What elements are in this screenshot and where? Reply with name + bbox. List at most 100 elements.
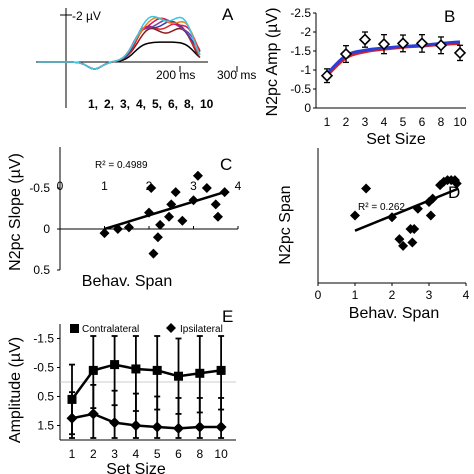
panel-c-point xyxy=(212,211,223,222)
panel-c-trendline xyxy=(104,190,226,231)
panel-c-x-title: Behav. Span xyxy=(82,273,172,290)
panel-c-x-tick-label: 4 xyxy=(235,179,242,193)
panel-c-point xyxy=(146,183,157,193)
panel-e-contralateral-point xyxy=(152,365,162,375)
panel-a-set-size-label: 5, xyxy=(152,97,162,111)
panel-a-set-size-label: 10 xyxy=(200,97,214,111)
panel-b-point xyxy=(320,69,334,82)
panel-e-x-tick-label: 10 xyxy=(214,447,228,461)
panel-e-legend-contralateral-marker xyxy=(70,324,79,333)
panel-b-point xyxy=(358,33,372,46)
panel-d-point xyxy=(412,203,423,214)
panel-b-x-title: Set Size xyxy=(366,131,426,148)
panel-c-point xyxy=(152,232,163,243)
panel-c-r-squared: R² = 0.4989 xyxy=(95,160,148,171)
panel-e-legend-ipsilateral-label: Ipsilateral xyxy=(180,324,223,335)
panel-e-x-tick-label: 5 xyxy=(154,447,161,461)
panel-e-y-title: Amplitude (µV) xyxy=(7,337,24,443)
panel-c-point xyxy=(210,199,221,210)
panel-b-x-tick-label: 10 xyxy=(453,115,467,129)
panel-c-point xyxy=(123,222,134,233)
panel-c-point xyxy=(201,183,212,193)
panel-c-point xyxy=(219,187,230,198)
panel-e-legend-ipsilateral-marker xyxy=(166,323,176,333)
panel-e-contralateral-point xyxy=(174,371,183,381)
panel-b-y-tick-label: -1 xyxy=(300,63,311,77)
panel-c-point xyxy=(112,224,123,234)
panel-e-contralateral-point xyxy=(88,365,98,375)
panel-e-y-tick-label: -0.5 xyxy=(33,361,54,375)
panel-a-set-size-label: 6, xyxy=(168,97,178,111)
panel-b-y-title: N2pc Amp (µV) xyxy=(264,8,281,117)
panel-b-point xyxy=(415,37,429,50)
panel-c-y-tick-label: -0.5 xyxy=(29,181,50,195)
panel-b-point xyxy=(434,39,448,52)
panel-e-letter: E xyxy=(222,307,233,326)
panel-c-y-tick-label: 0.5 xyxy=(33,263,50,277)
panel-e-y-tick-label: 1.5 xyxy=(37,419,54,433)
panel-a-time-tick-label: 300 ms xyxy=(217,68,256,82)
panel-a-set-size-label: 3, xyxy=(120,97,130,111)
panel-e-ipsilateral-point xyxy=(109,417,121,429)
panel-c-point xyxy=(148,248,159,259)
panel-b-point xyxy=(377,38,391,51)
panel-c-point xyxy=(155,219,166,230)
panel-d-x-tick-label: 1 xyxy=(352,288,359,302)
panel-d-x-title: Behav. Span xyxy=(349,305,439,322)
panel-e-x-tick-label: 8 xyxy=(196,447,203,461)
panel-d-point xyxy=(350,210,360,221)
panel-a-waveform-1 xyxy=(37,41,201,70)
panel-c-point xyxy=(188,195,199,206)
panel-a-waveform-2 xyxy=(37,27,201,70)
panel-d-point xyxy=(398,240,409,251)
panel-b-letter: B xyxy=(444,7,455,26)
panel-a-set-size-label: 2, xyxy=(104,97,114,111)
panel-c-x-tick-label: 3 xyxy=(190,179,197,193)
panel-b-y-tick-label: -2.5 xyxy=(290,6,311,20)
panel-c-point xyxy=(144,207,154,218)
panel-d-x-tick-label: 3 xyxy=(426,288,433,302)
panel-a-time-tick-label: 200 ms xyxy=(156,68,195,82)
panel-d-point xyxy=(387,212,397,223)
panel-b-x-tick-label: 2 xyxy=(343,115,350,129)
panel-e-contralateral-point xyxy=(131,364,141,374)
panel-d-y-title: N2pc Span xyxy=(277,185,294,264)
panel-d-point xyxy=(394,234,405,245)
panel-e-x-tick-label: 3 xyxy=(111,447,118,461)
panel-d-x-tick-label: 2 xyxy=(389,288,396,302)
panel-d-point xyxy=(451,178,462,189)
panel-d-x-tick-label: 0 xyxy=(315,288,322,302)
panel-e-ipsilateral-point xyxy=(194,421,206,433)
panel-e-contralateral-point xyxy=(110,360,120,370)
panel-d-point xyxy=(361,183,372,194)
panel-c-y-tick-label: 0 xyxy=(43,222,50,236)
panel-e-legend-contralateral-label: Contralateral xyxy=(82,324,139,335)
panel-e-ipsilateral-point xyxy=(87,408,99,420)
panel-c-point xyxy=(170,187,181,198)
panel-b-y-tick-label: 0 xyxy=(304,101,311,115)
panel-d-trendline xyxy=(354,187,460,232)
panel-e-x-tick-label: 6 xyxy=(175,447,182,461)
panel-a-set-size-label: 1, xyxy=(88,97,98,111)
panel-b-point xyxy=(339,47,353,61)
panel-a-set-size-label: 8, xyxy=(184,97,194,111)
panel-b-x-tick-label: 3 xyxy=(362,115,369,129)
panel-c-point xyxy=(99,228,110,239)
panel-e-ipsilateral-point xyxy=(66,412,78,424)
panel-c-point xyxy=(177,215,188,226)
panel-a-letter: A xyxy=(222,5,234,24)
panel-c-point xyxy=(164,211,175,222)
panel-e-ipsilateral-point xyxy=(215,421,227,433)
panel-b-point xyxy=(396,37,410,50)
panel-d-point xyxy=(409,224,420,234)
panel-e-ipsilateral-point xyxy=(130,420,142,431)
panel-e-ipsilateral-point xyxy=(173,422,184,434)
panel-b-x-tick-label: 1 xyxy=(324,115,331,129)
panel-e-y-tick-label: -1.5 xyxy=(33,332,54,346)
panel-e-contralateral-point xyxy=(195,368,205,378)
panel-d-point xyxy=(425,210,436,221)
panel-c-x-tick-label: 1 xyxy=(101,179,108,193)
panel-a-scale-label: -2 µV xyxy=(72,9,101,23)
panel-c-y-title: N2pc Slope (µV) xyxy=(7,153,24,271)
